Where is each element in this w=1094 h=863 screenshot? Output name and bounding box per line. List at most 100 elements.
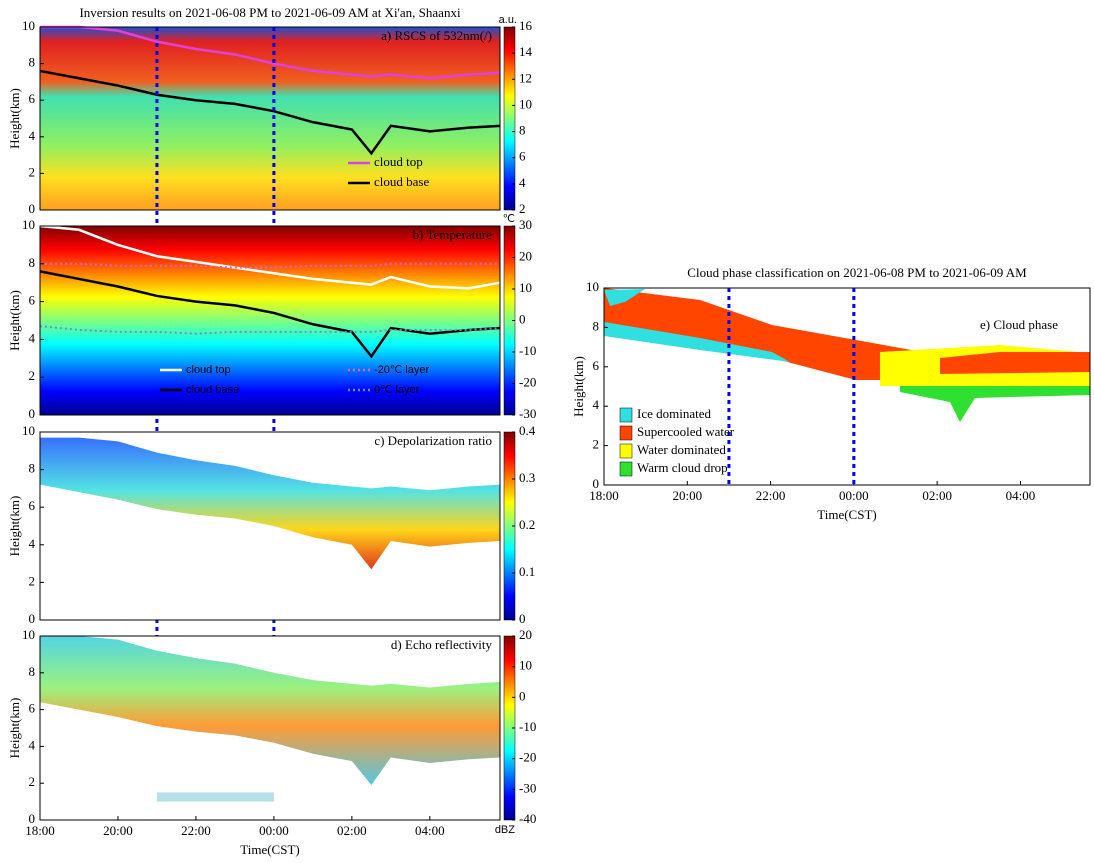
colorbar-tick-label: 6 (519, 149, 526, 164)
y-tick-label: 0 (29, 201, 36, 216)
colorbar-tick-label: 8 (519, 123, 526, 138)
colorbar-tick-label: -20 (519, 374, 536, 389)
x-tick-label: 00:00 (259, 823, 289, 838)
legend-label: 0℃ layer (374, 384, 420, 396)
plot-frame (603, 287, 1091, 486)
colorbar-tick-label: 0.4 (519, 423, 536, 438)
colorbar-tick-label: 0 (519, 611, 526, 626)
y-axis-label: Height(km) (571, 356, 586, 417)
phase-region (900, 386, 1090, 422)
series-line (39, 224, 501, 290)
colorbar-tick-label: 0 (519, 688, 526, 703)
panel-title: c) Depolarization ratio (374, 433, 492, 448)
colorbar-tick-label: 20 (519, 248, 532, 263)
x-tick-label: 04:00 (415, 823, 445, 838)
panel-label: e) Cloud phase (980, 317, 1058, 332)
colorbar-tick-label: -20 (519, 750, 536, 765)
panel-title: Cloud phase classification on 2021-06-08… (687, 265, 1027, 280)
legend-swatch (619, 461, 633, 477)
phase-regions (604, 288, 1090, 422)
y-tick-label: 10 (22, 423, 35, 438)
y-tick-label: 8 (29, 55, 36, 70)
legend-label: cloud top (186, 364, 231, 376)
colorbar-tick-label: 0.2 (519, 517, 535, 532)
colorbar-tick-label: 12 (519, 70, 532, 85)
cloud-region (40, 437, 500, 570)
colorbar-tick-label: 0.3 (519, 470, 535, 485)
x-tick-label: 02:00 (922, 488, 952, 503)
y-tick-label: 8 (29, 255, 36, 270)
colorbar-tick-label: 30 (519, 217, 532, 232)
x-tick-label: 02:00 (337, 823, 367, 838)
x-tick-label: 22:00 (756, 488, 786, 503)
panel-title: d) Echo reflectivity (391, 637, 493, 652)
legend-label: cloud top (374, 154, 423, 169)
panel-title: a) RSCS of 532nm(/) (381, 28, 492, 43)
colorbar-unit: dBZ (495, 824, 515, 836)
y-tick-label: 2 (29, 164, 36, 179)
y-tick-label: 0 (593, 476, 600, 491)
y-tick-label: 2 (29, 573, 36, 588)
cloud-region (40, 636, 500, 786)
y-tick-label: 8 (29, 461, 36, 476)
y-tick-label: 4 (29, 330, 36, 345)
y-tick-label: 8 (593, 318, 600, 333)
y-axis-label: Height(km) (7, 290, 22, 351)
legend-swatch (619, 407, 633, 423)
y-tick-label: 8 (29, 664, 36, 679)
colorbar-tick-label: 0.1 (519, 564, 535, 579)
colorbar-tick-label: 20 (519, 627, 532, 642)
y-tick-label: 6 (593, 358, 600, 373)
colorbar-unit: a.u. (499, 14, 517, 26)
y-tick-label: 10 (22, 627, 35, 642)
x-tick-label: 00:00 (839, 488, 869, 503)
y-tick-label: 10 (22, 217, 35, 232)
legend-label: Water dominated (637, 442, 726, 457)
series-line (39, 69, 501, 156)
plot-frame (39, 431, 501, 621)
legend-label: -20℃ layer (374, 364, 429, 376)
y-tick-label: 4 (29, 128, 36, 143)
x-tick-label: 20:00 (672, 488, 702, 503)
phase-region (604, 289, 645, 306)
y-tick-label: 10 (22, 18, 35, 33)
y-tick-label: 2 (29, 368, 36, 383)
x-tick-label: 20:00 (103, 823, 133, 838)
colorbar-tick-label: -40 (519, 811, 536, 826)
legend-swatch (619, 443, 633, 459)
y-tick-label: 0 (29, 611, 36, 626)
y-axis-label: Height(km) (7, 496, 22, 557)
colorbar-tick-label: -30 (519, 780, 536, 795)
colorbar-tick-label: -10 (519, 719, 536, 734)
y-tick-label: 2 (593, 437, 600, 452)
legend-swatch (619, 425, 633, 441)
x-tick-label: 22:00 (181, 823, 211, 838)
plot-background (40, 27, 500, 210)
phase-region (604, 322, 790, 362)
phase-region (604, 288, 940, 380)
colorbar-tick-label: 4 (519, 175, 526, 190)
y-tick-label: 0 (29, 406, 36, 421)
x-axis-label: Time(CST) (817, 507, 876, 522)
colorbar-unit: ℃ (503, 213, 515, 225)
legend-label: cloud base (374, 174, 429, 189)
colorbar-tick-label: -30 (519, 406, 536, 421)
low-echo (156, 792, 274, 802)
y-tick-label: 4 (29, 737, 36, 752)
series-line (39, 270, 501, 359)
figure-title: Inversion results on 2021-06-08 PM to 20… (79, 5, 461, 20)
plot-frame (39, 635, 501, 821)
plot-frame (39, 26, 501, 211)
y-tick-label: 4 (29, 536, 36, 551)
legend-label: Warm cloud drop (637, 460, 728, 475)
x-tick-label: 18:00 (25, 823, 55, 838)
y-tick-label: 2 (29, 774, 36, 789)
x-tick-label: 18:00 (589, 488, 619, 503)
plot-frame (39, 225, 501, 416)
y-tick-label: 6 (29, 498, 36, 513)
colorbar-tick-label: 10 (519, 96, 532, 111)
y-axis-label: Height(km) (7, 88, 22, 149)
colorbar-tick-label: 0 (519, 311, 526, 326)
